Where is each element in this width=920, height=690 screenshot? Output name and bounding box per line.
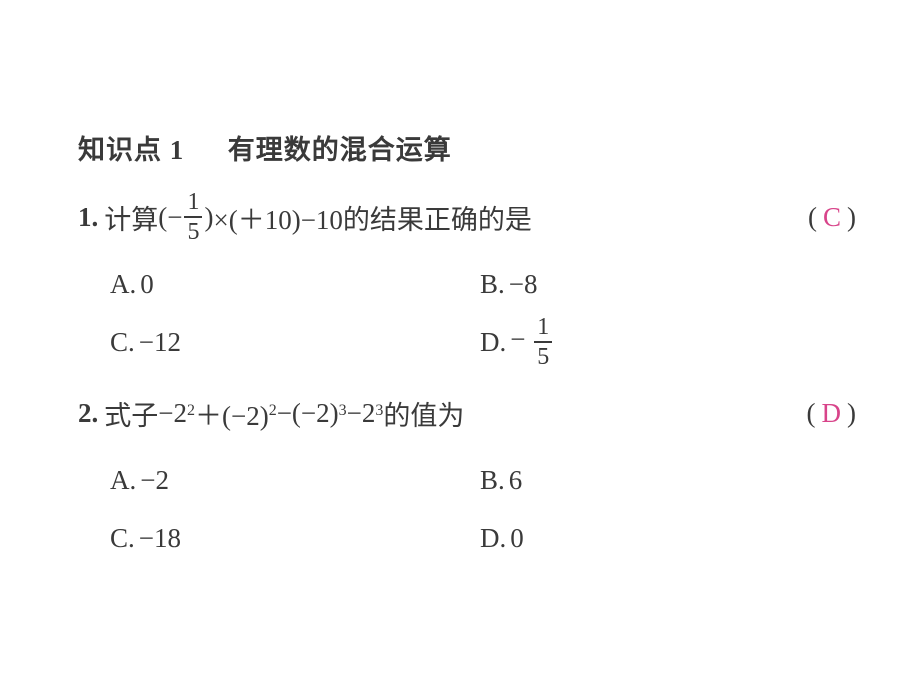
option-value: −18 — [139, 523, 181, 554]
option-label: A. — [110, 269, 136, 300]
option-label: B. — [480, 465, 505, 496]
opt-d-frac-den: 5 — [534, 343, 552, 371]
option-label: A. — [110, 465, 136, 496]
q1-mid: ×(＋10)−10 — [213, 198, 342, 237]
heading-number: 1 — [170, 135, 185, 165]
q1-minus: − — [167, 202, 182, 233]
q2-option-c: C. −18 — [110, 509, 480, 567]
option-value: − 1 5 — [510, 313, 554, 371]
option-value: −12 — [139, 327, 181, 358]
q2-tail: 的值为 — [383, 394, 464, 433]
q1-tail: 的结果正确的是 — [343, 198, 532, 237]
option-label: C. — [110, 327, 135, 358]
q2-e4: 3 — [375, 402, 383, 420]
q1-answer: C — [823, 202, 843, 232]
option-value: 0 — [510, 523, 524, 554]
question-1: 1. 计算 ( − 1 5 ) ×(＋10)−10 的结果正确的是 (C) — [78, 189, 858, 371]
heading-title: 有理数的混合运算 — [228, 135, 452, 165]
q2-pre: 式子 — [104, 394, 158, 433]
option-label: C. — [110, 523, 135, 554]
opt-d-fraction: 1 5 — [534, 313, 552, 371]
q1-option-b: B. −8 — [480, 255, 850, 313]
option-label: D. — [480, 327, 506, 358]
option-label: D. — [480, 523, 506, 554]
q2-number: 2. — [78, 398, 98, 429]
question-2: 2. 式子 −22＋(−2)2−(−2)3−23 的值为 (D) A. −2 B… — [78, 385, 858, 567]
q1-option-c: C. −12 — [110, 313, 480, 371]
q1-expr: ( − 1 5 ) ×(＋10)−10 — [158, 188, 343, 246]
option-label: B. — [480, 269, 505, 300]
q1-options: A. 0 B. −8 C. −12 D. − 1 5 — [78, 255, 858, 371]
q2-answer-paren: (D) — [807, 398, 859, 429]
q2-row: 2. 式子 −22＋(−2)2−(−2)3−23 的值为 (D) — [78, 385, 858, 441]
q1-answer-paren: (C) — [808, 202, 858, 233]
q2-t4: −2 — [347, 398, 376, 429]
option-value: 0 — [140, 269, 154, 300]
q2-option-d: D. 0 — [480, 509, 850, 567]
q1-pre: 计算 — [104, 198, 158, 237]
q2-e2: 2 — [269, 402, 277, 420]
q2-expr: −22＋(−2)2−(−2)3−23 — [158, 394, 383, 433]
q1-row: 1. 计算 ( − 1 5 ) ×(＋10)−10 的结果正确的是 (C) — [78, 189, 858, 245]
q1-option-a: A. 0 — [110, 255, 480, 313]
q1-lparen: ( — [158, 202, 167, 233]
q2-option-b: B. 6 — [480, 451, 850, 509]
q2-options: A. −2 B. 6 C. −18 D. 0 — [78, 451, 858, 567]
q1-stem: 1. 计算 ( − 1 5 ) ×(＋10)−10 的结果正确的是 — [78, 188, 808, 246]
heading-prefix: 知识点 — [78, 135, 162, 165]
q2-e1: 2 — [187, 402, 195, 420]
option-value: 6 — [509, 465, 523, 496]
q2-t1: −2 — [158, 398, 187, 429]
q2-answer: D — [822, 398, 844, 428]
q1-option-d: D. − 1 5 — [480, 313, 850, 371]
option-value: −8 — [509, 269, 538, 300]
q1-rparen: ) — [204, 202, 213, 233]
q2-option-a: A. −2 — [110, 451, 480, 509]
q1-frac-den: 5 — [184, 218, 202, 246]
q1-frac-num: 1 — [184, 188, 202, 216]
section-heading: 知识点 1 有理数的混合运算 — [78, 128, 858, 167]
q2-e3: 3 — [339, 402, 347, 420]
q1-fraction: 1 5 — [184, 188, 202, 246]
q2-t3: −(−2) — [277, 398, 339, 429]
option-value: −2 — [140, 465, 169, 496]
opt-d-frac-num: 1 — [534, 313, 552, 341]
q2-t2: ＋(−2) — [195, 394, 269, 433]
opt-d-minus: − — [510, 324, 525, 354]
page-content: 知识点 1 有理数的混合运算 1. 计算 ( − 1 5 ) ×(＋10)−10 — [78, 128, 858, 567]
q1-number: 1. — [78, 202, 98, 233]
q2-stem: 2. 式子 −22＋(−2)2−(−2)3−23 的值为 — [78, 394, 807, 433]
